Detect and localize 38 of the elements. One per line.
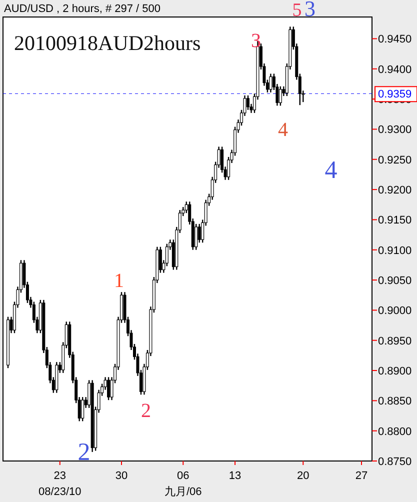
y-tick-label: 0.9050 <box>378 275 412 288</box>
candlestick <box>198 223 201 244</box>
x-tick-label: 23 08/23/10 <box>38 470 82 498</box>
annotation: 4 <box>278 119 288 141</box>
y-tick-label: 0.9450 <box>378 34 412 46</box>
x-tick-label: 27 <box>355 470 368 482</box>
candlestick <box>107 376 110 401</box>
candlestick <box>246 94 250 110</box>
candlestick <box>194 223 198 250</box>
annotation: 3 <box>304 0 316 21</box>
annotation: 4 <box>324 157 338 184</box>
y-tick-label: 0.8800 <box>378 426 412 438</box>
candlestick <box>269 73 272 94</box>
x-tick-label: 20 <box>297 470 310 482</box>
y-tick-label: 0.9100 <box>378 244 412 257</box>
candlestick <box>278 86 282 106</box>
annotation: 3 <box>251 30 261 52</box>
chart-title: AUD/USD , 2 hours, # 297 / 500 <box>4 3 161 15</box>
y-tick-label: 0.8750 <box>378 456 412 468</box>
annotation: 2 <box>141 400 151 422</box>
ref-line-label: 0.9359 <box>378 88 412 101</box>
text: 20100918AUD2hours <box>14 31 201 55</box>
y-tick-label: 0.9000 <box>378 305 412 318</box>
y-tick-label: 0.9200 <box>378 184 412 197</box>
y-tick-label: 0.8850 <box>378 396 412 408</box>
y-tick-label: 0.9400 <box>378 64 412 76</box>
x-tick-label: 06 九月/06 <box>164 470 202 498</box>
y-tick-label: 0.8900 <box>378 366 412 378</box>
y-tick-label: 0.9250 <box>378 154 412 166</box>
annotation: 1 <box>114 270 124 292</box>
x-tick-label: 13 <box>228 470 242 482</box>
candlestick <box>81 396 84 422</box>
y-tick-label: 0.9300 <box>378 124 412 136</box>
annotation: 5 <box>292 0 302 21</box>
y-tick-label: 0.9150 <box>378 214 412 227</box>
annotation: 2 <box>78 439 90 466</box>
y-tick-label: 0.8950 <box>378 335 412 348</box>
x-tick-label: 30 <box>115 470 128 482</box>
